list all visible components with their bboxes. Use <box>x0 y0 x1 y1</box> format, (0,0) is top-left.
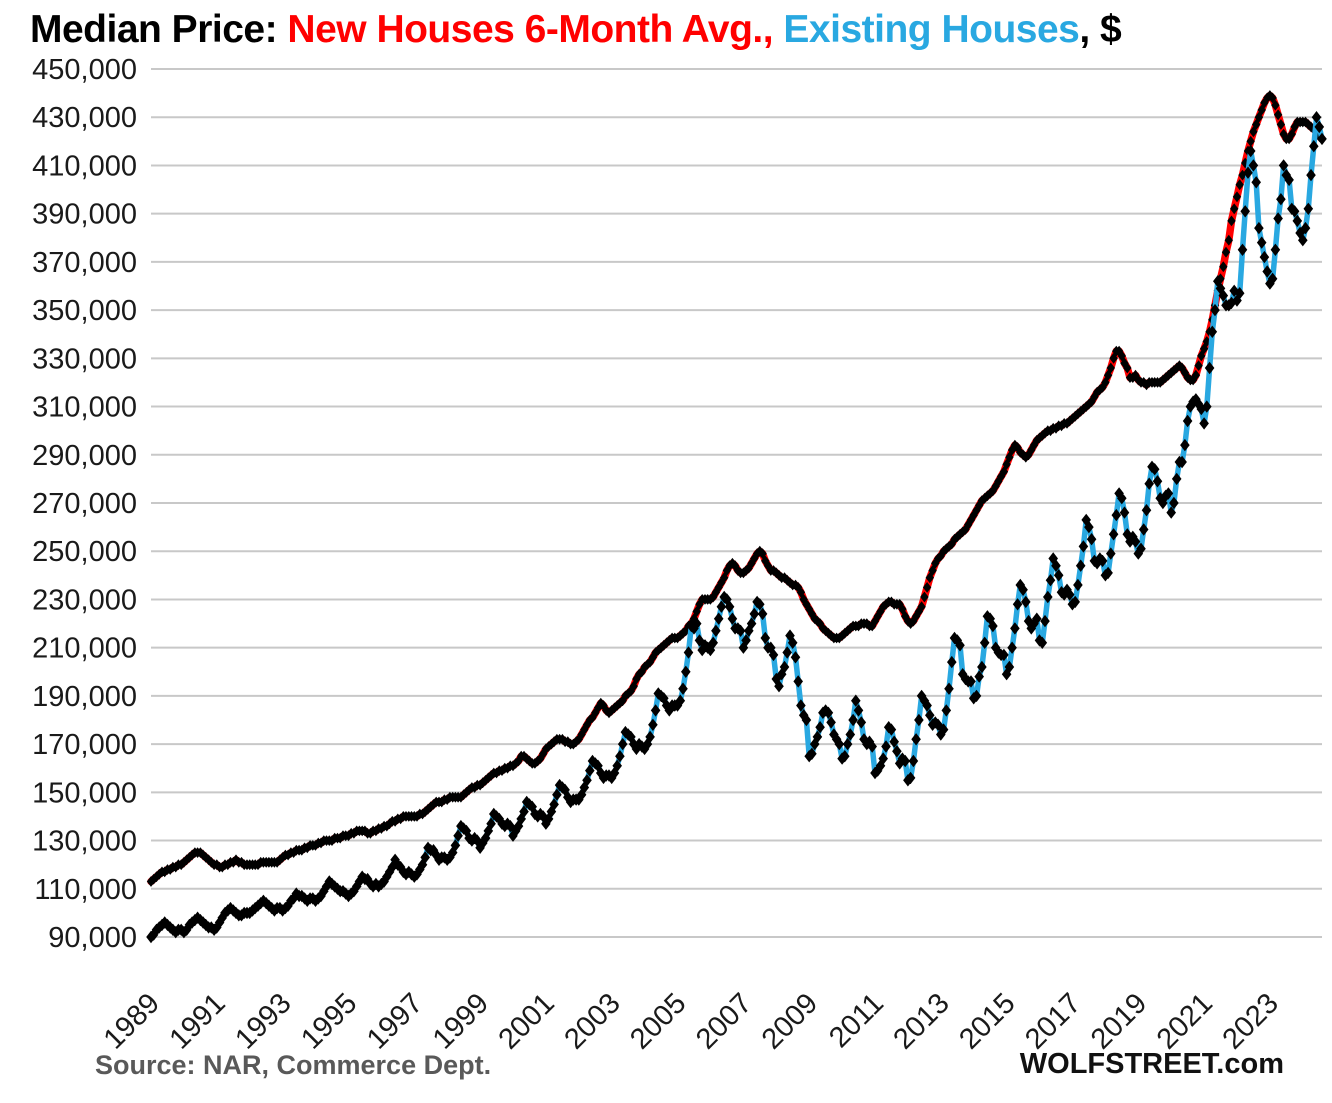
chart-title: Median Price: New Houses 6-Month Avg., E… <box>30 8 1122 52</box>
y-tick-label: 170,000 <box>32 729 137 761</box>
x-tick-label: 2001 <box>493 987 561 1055</box>
y-tick-label: 270,000 <box>32 488 137 520</box>
y-tick-label: 130,000 <box>32 826 137 858</box>
y-tick-label: 330,000 <box>32 343 137 375</box>
y-tick-label: 90,000 <box>48 922 137 954</box>
x-tick-label: 2005 <box>624 987 692 1055</box>
y-tick-label: 370,000 <box>32 247 137 279</box>
y-tick-label: 450,000 <box>32 54 137 86</box>
title-existing-houses-label: Existing Houses <box>783 8 1080 51</box>
y-tick-label: 250,000 <box>32 536 137 568</box>
x-tick-label: 2019 <box>1085 987 1153 1055</box>
x-tick-label: 2015 <box>953 987 1021 1055</box>
x-tick-label: 2011 <box>823 987 890 1054</box>
brand-watermark: WOLFSTREET.com <box>1019 1048 1284 1080</box>
x-tick-label: 2009 <box>756 987 824 1055</box>
x-tick-label: 2007 <box>690 987 758 1055</box>
x-tick-label: 2023 <box>1217 987 1285 1055</box>
y-tick-label: 210,000 <box>32 633 137 665</box>
y-tick-label: 310,000 <box>32 392 137 424</box>
x-tick-label: 2003 <box>558 987 626 1055</box>
y-tick-label: 410,000 <box>32 150 137 182</box>
x-tick-label: 2017 <box>1019 987 1087 1055</box>
y-tick-label: 190,000 <box>32 681 137 713</box>
x-tick-label: 1989 <box>98 987 166 1055</box>
x-tick-label: 1991 <box>164 987 232 1055</box>
y-tick-label: 230,000 <box>32 584 137 616</box>
series-markers-existing-houses <box>146 111 1327 944</box>
x-tick-label: 1999 <box>427 987 495 1055</box>
y-tick-label: 290,000 <box>32 440 137 472</box>
x-tick-label: 2021 <box>1151 987 1219 1055</box>
title-new-houses-label: New Houses 6-Month Avg., <box>287 8 774 51</box>
y-tick-label: 350,000 <box>32 295 137 327</box>
x-tick-label: 1995 <box>295 987 363 1055</box>
x-tick-label: 2013 <box>888 987 956 1055</box>
source-note: Source: NAR, Commerce Dept. <box>95 1050 492 1080</box>
y-tick-label: 150,000 <box>32 777 137 809</box>
y-tick-label: 430,000 <box>32 102 137 134</box>
title-prefix: Median Price: <box>30 8 288 51</box>
x-tick-label: 1997 <box>361 987 429 1055</box>
y-tick-label: 110,000 <box>34 874 137 906</box>
title-spacer <box>773 8 783 51</box>
title-suffix: , $ <box>1079 8 1122 51</box>
y-tick-label: 390,000 <box>32 199 137 231</box>
x-tick-label: 1993 <box>229 987 297 1055</box>
